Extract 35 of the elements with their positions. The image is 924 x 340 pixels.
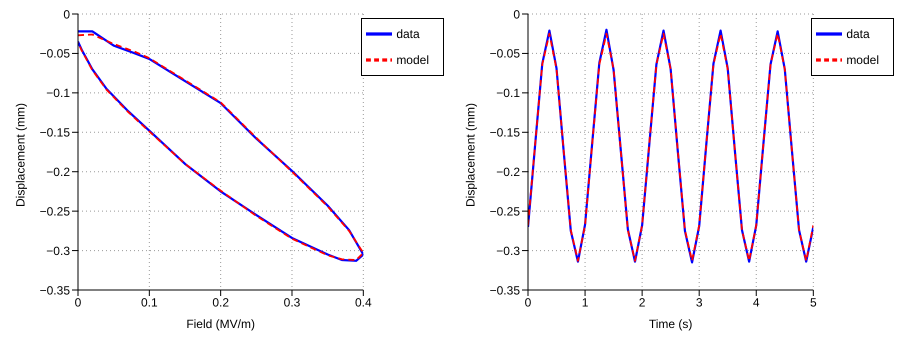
x-tick-label: 4: [752, 296, 760, 310]
y-tick-label: 0: [513, 7, 520, 22]
y-tick-label: −0.1: [46, 86, 70, 100]
legend-label: model: [396, 53, 429, 68]
x-tick-label: 0: [74, 296, 82, 310]
legend-label: data: [846, 27, 870, 42]
y-tick-label: −0.05: [40, 46, 70, 61]
y-axis-title: Displacement (mm): [463, 102, 478, 207]
y-tick-label: −0.15: [490, 126, 520, 140]
x-axis-title: Time (s): [648, 317, 692, 331]
y-tick-label: −0.3: [496, 244, 520, 258]
y-tick-label: −0.2: [46, 164, 70, 179]
x-tick-label: 0: [524, 296, 532, 310]
y-tick-label: −0.25: [490, 204, 520, 218]
y-tick-label: −0.35: [40, 283, 70, 298]
x-tick-label: 0.3: [284, 296, 301, 310]
y-axis-title: Displacement (mm): [13, 102, 28, 207]
y-tick-label: −0.3: [46, 244, 70, 258]
y-tick-label: 0: [63, 7, 70, 22]
x-tick-label: 3: [696, 296, 703, 310]
x-tick-label: 0.4: [354, 296, 372, 310]
y-tick-label: −0.25: [40, 204, 70, 218]
x-axis-title: Field (MV/m): [186, 317, 255, 331]
x-tick-label: 5: [810, 296, 817, 310]
y-tick-label: −0.1: [496, 86, 520, 100]
legend-label: model: [846, 53, 879, 68]
legend-label: data: [396, 27, 420, 42]
y-tick-label: −0.15: [40, 126, 70, 140]
y-tick-label: −0.35: [490, 283, 520, 298]
x-tick-label: 2: [638, 296, 646, 310]
y-tick-label: −0.05: [490, 46, 520, 61]
y-tick-label: −0.2: [496, 164, 520, 179]
x-tick-label: 0.2: [212, 296, 230, 310]
x-tick-label: 1: [582, 296, 589, 310]
x-tick-label: 0.1: [140, 296, 158, 310]
